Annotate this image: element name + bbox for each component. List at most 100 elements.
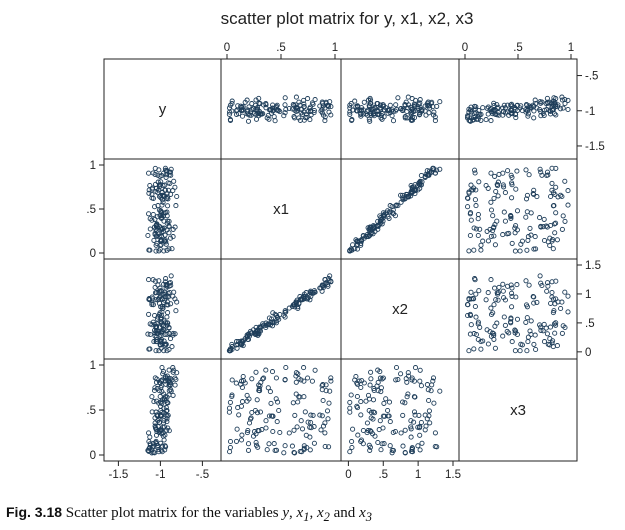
data-point-y-vs-x2 bbox=[402, 102, 408, 109]
data-point-x1-vs-y bbox=[147, 247, 153, 253]
data-point-y-vs-x2 bbox=[389, 113, 395, 119]
data-point-x3-vs-x2 bbox=[368, 369, 374, 375]
data-point-x3-vs-y bbox=[164, 399, 170, 405]
data-point-x3-vs-x2 bbox=[393, 364, 400, 371]
data-point-x1-vs-x3 bbox=[524, 247, 530, 253]
data-point-x2-vs-x3 bbox=[551, 308, 557, 314]
data-point-x3-vs-y bbox=[171, 367, 177, 373]
data-point-x2-vs-y bbox=[170, 330, 176, 336]
data-point-x1-vs-y bbox=[152, 165, 158, 171]
data-point-x3-vs-x1 bbox=[312, 367, 318, 373]
data-point-x3-vs-x1 bbox=[317, 412, 323, 418]
data-point-x3-vs-x2 bbox=[408, 426, 414, 432]
data-point-x3-vs-x1 bbox=[301, 394, 307, 400]
data-point-y-vs-x2 bbox=[381, 107, 387, 113]
tick-label-top-x1-0: 0 bbox=[224, 42, 230, 54]
data-point-x2-vs-x3 bbox=[508, 315, 514, 321]
data-point-y-vs-x1 bbox=[235, 103, 241, 109]
data-point-x2-vs-x3 bbox=[549, 340, 555, 346]
data-point-y-vs-x3 bbox=[550, 107, 556, 113]
data-point-x3-vs-x2 bbox=[358, 399, 364, 405]
data-point-x3-vs-x2 bbox=[381, 441, 387, 447]
data-point-x3-vs-x1 bbox=[273, 375, 279, 381]
data-point-x1-vs-x3 bbox=[553, 210, 559, 216]
data-point-x3-vs-x1 bbox=[291, 427, 297, 433]
data-point-x1-vs-x3 bbox=[502, 190, 508, 196]
data-point-y-vs-x3 bbox=[519, 108, 525, 114]
data-point-x1-vs-y bbox=[146, 170, 152, 176]
data-point-y-vs-x2 bbox=[417, 97, 423, 103]
data-point-x1-vs-y bbox=[164, 191, 170, 197]
data-point-x2-vs-x1 bbox=[319, 288, 325, 294]
data-point-x1-vs-x3 bbox=[562, 178, 568, 184]
data-point-y-vs-x2 bbox=[377, 102, 383, 108]
data-point-x2-vs-x3 bbox=[562, 324, 568, 331]
data-point-x1-vs-x3 bbox=[500, 232, 506, 238]
data-point-y-vs-x3 bbox=[491, 102, 497, 109]
data-point-x3-vs-y bbox=[170, 365, 176, 371]
data-point-y-vs-x1 bbox=[226, 111, 232, 117]
data-point-x1-vs-x3 bbox=[523, 214, 529, 220]
data-point-x3-vs-x2 bbox=[377, 418, 383, 424]
data-point-y-vs-x1 bbox=[302, 115, 308, 121]
data-point-y-vs-x1 bbox=[244, 109, 250, 115]
caption-var-x1: x1 bbox=[296, 505, 310, 524]
data-point-x3-vs-x1 bbox=[270, 428, 276, 435]
data-point-x2-vs-x3 bbox=[488, 333, 494, 339]
data-point-y-vs-x1 bbox=[296, 99, 302, 105]
data-point-x2-vs-x3 bbox=[554, 343, 560, 349]
data-point-x1-vs-x3 bbox=[473, 226, 479, 232]
data-point-y-vs-x2 bbox=[430, 112, 437, 118]
data-point-x2-vs-x1 bbox=[327, 273, 333, 279]
data-point-x1-vs-x3 bbox=[553, 220, 559, 226]
data-point-x2-vs-y bbox=[149, 302, 155, 308]
data-point-x1-vs-x2 bbox=[411, 186, 418, 192]
data-point-y-vs-x2 bbox=[380, 103, 386, 109]
data-point-y-vs-x1 bbox=[292, 115, 298, 121]
data-point-x1-vs-y bbox=[161, 225, 167, 231]
data-point-x3-vs-x2 bbox=[380, 375, 386, 381]
data-point-y-vs-x2 bbox=[372, 105, 378, 111]
data-point-x2-vs-x3 bbox=[562, 289, 568, 295]
data-point-x3-vs-x2 bbox=[417, 378, 423, 384]
data-point-x2-vs-y bbox=[146, 277, 152, 283]
data-point-y-vs-x1 bbox=[317, 103, 323, 109]
data-point-x1-vs-x3 bbox=[550, 190, 557, 196]
data-point-x3-vs-x2 bbox=[430, 378, 436, 384]
data-point-x2-vs-x1 bbox=[248, 330, 254, 336]
data-point-x1-vs-y bbox=[158, 237, 164, 244]
data-point-x3-vs-x2 bbox=[425, 387, 431, 393]
data-point-x2-vs-y bbox=[152, 284, 158, 290]
data-point-y-vs-x2 bbox=[375, 109, 381, 115]
data-point-x2-vs-x3 bbox=[540, 328, 546, 334]
data-point-x2-vs-x3 bbox=[493, 297, 499, 303]
data-point-y-vs-x1 bbox=[293, 102, 299, 108]
data-point-x2-vs-x3 bbox=[514, 282, 520, 288]
data-point-x3-vs-x2 bbox=[415, 443, 421, 449]
data-point-y-vs-x1 bbox=[307, 117, 313, 123]
data-point-x3-vs-x1 bbox=[301, 378, 307, 384]
caption-var-y: y bbox=[282, 505, 290, 521]
data-point-x2-vs-x1 bbox=[229, 346, 235, 353]
data-point-x1-vs-x2 bbox=[426, 168, 432, 174]
data-point-x2-vs-y bbox=[159, 309, 165, 315]
data-point-x1-vs-y bbox=[163, 167, 169, 173]
data-point-x1-vs-x3 bbox=[468, 217, 474, 223]
data-point-y-vs-x1 bbox=[226, 105, 233, 111]
data-point-x3-vs-x2 bbox=[400, 399, 406, 405]
data-point-x3-vs-x2 bbox=[402, 400, 408, 406]
data-point-x2-vs-x3 bbox=[478, 346, 484, 352]
data-point-y-vs-x2 bbox=[348, 100, 354, 107]
data-point-x2-vs-x3 bbox=[523, 302, 530, 308]
data-point-x2-vs-x3 bbox=[547, 324, 554, 330]
data-point-x3-vs-x1 bbox=[227, 399, 233, 405]
data-point-y-vs-x3 bbox=[559, 94, 565, 100]
data-point-x1-vs-y bbox=[158, 179, 164, 185]
data-point-x3-vs-x1 bbox=[240, 373, 246, 380]
data-point-x2-vs-y bbox=[153, 290, 160, 296]
caption-text: Scatter plot matrix for the variables bbox=[65, 505, 283, 521]
data-point-x3-vs-x1 bbox=[254, 397, 260, 403]
data-point-x3-vs-x1 bbox=[298, 377, 304, 383]
data-point-x3-vs-x1 bbox=[229, 392, 235, 398]
data-point-x2-vs-y bbox=[164, 314, 170, 320]
